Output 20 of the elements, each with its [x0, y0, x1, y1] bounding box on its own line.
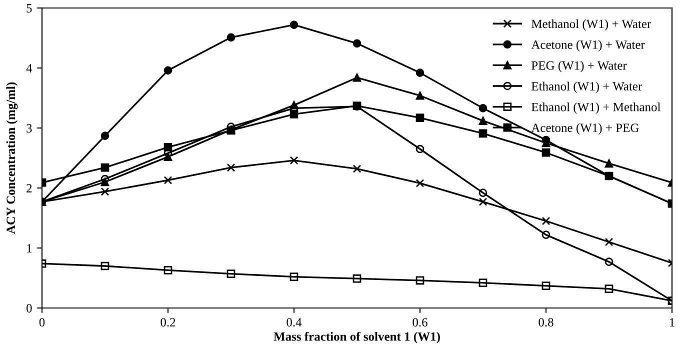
x-tick-label: 0 — [39, 318, 45, 327]
y-tick-label: 4 — [26, 64, 32, 72]
y-tick-label: 0 — [26, 304, 32, 312]
legend-label: Ethanol (W1) + Water — [532, 82, 642, 94]
x-tick-label: 0.8 — [538, 318, 554, 327]
legend-label: PEG (W1) + Water — [532, 60, 627, 72]
y-tick-label: 1 — [27, 244, 32, 252]
legend-label: Acetone (W1) + Water — [531, 40, 645, 52]
legend-label: Acetone (W1) + PEG — [531, 123, 639, 135]
x-axis-title: Mass fraction of solvent 1 (W1) — [274, 332, 440, 344]
legend-label: Methanol (W1) + Water — [532, 19, 652, 31]
y-axis-title: ACY Concentration (mg/ml) — [6, 82, 18, 234]
y-tick-label: 5 — [26, 4, 32, 12]
x-tick-label: 0.6 — [412, 318, 428, 327]
x-tick-label: 0.4 — [286, 318, 302, 327]
y-tick-label: 2 — [26, 184, 32, 192]
y-tick-label: 3 — [26, 124, 32, 132]
x-tick-label: 1 — [670, 318, 674, 326]
x-tick-label: 0.2 — [160, 318, 176, 327]
legend-label: Ethanol (W1) + Methanol — [532, 102, 660, 114]
